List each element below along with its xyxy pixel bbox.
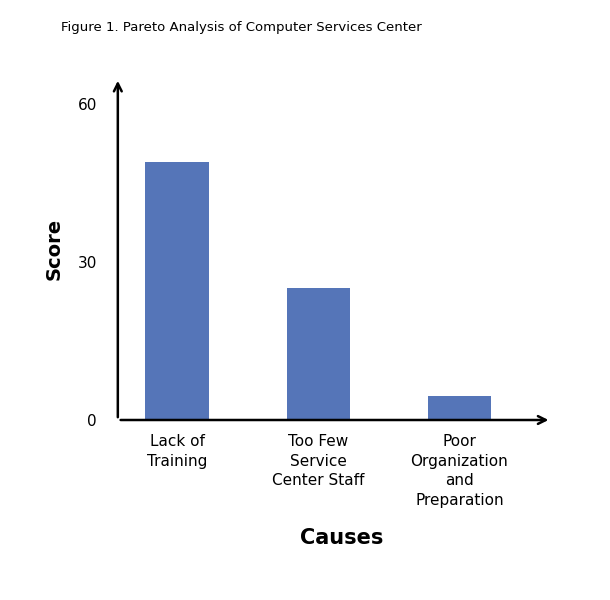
Bar	[287, 289, 350, 420]
Bar	[428, 397, 491, 420]
Text: Figure 1. Pareto Analysis of Computer Services Center: Figure 1. Pareto Analysis of Computer Se…	[61, 21, 422, 34]
X-axis label: Causes: Causes	[300, 528, 383, 548]
Bar	[145, 162, 209, 420]
Y-axis label: Score: Score	[45, 218, 63, 280]
